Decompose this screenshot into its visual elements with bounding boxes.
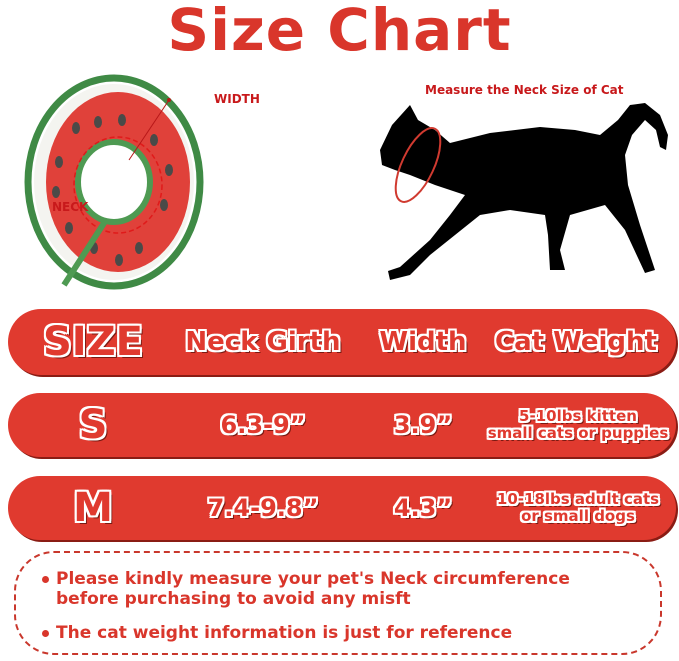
weight-cell: 5-10lbs kitten small cats or puppies [483,393,673,457]
watermelon-collar-image [24,74,204,290]
table-header-row: SIZE Neck Girth Width Cat Weight [8,309,676,375]
header-size: SIZE [42,319,144,365]
note-item: Please kindly measure your pet's Neck ci… [42,569,596,609]
weight-line-2: or small dogs [521,507,635,525]
weight-line-1: 10-18lbs adult cats [496,490,660,508]
header-neck-girth: Neck Girth [185,327,341,357]
neck-girth-cell: 6.3-9” [220,411,306,439]
table-row: M 7.4-9.8” 4.3” 10-18lbs adult cats or s… [8,476,676,540]
cat-diagram: Measure the Neck Size of Cat [370,75,675,295]
header-width: Width [379,327,467,357]
weight-line-1: 5-10lbs kitten [519,407,637,425]
note-text: The cat weight information is just for r… [56,623,513,643]
notes-box: Please kindly measure your pet's Neck ci… [14,551,662,655]
size-cell: M [73,485,113,531]
note-item: The cat weight information is just for r… [42,623,513,643]
width-cell: 4.3” [393,494,453,522]
header-cat-weight: Cat Weight [495,327,657,357]
neck-label: NECK [52,200,89,214]
weight-cell: 10-18lbs adult cats or small dogs [483,476,673,540]
neck-girth-cell: 7.4-9.8” [207,494,319,522]
collar-diagram: WIDTH NECK [14,70,260,295]
note-text: Please kindly measure your pet's Neck ci… [56,569,570,609]
table-row: S 6.3-9” 3.9” 5-10lbs kitten small cats … [8,393,676,457]
cat-silhouette-image [380,103,668,280]
width-cell: 3.9” [393,411,453,439]
weight-line-2: small cats or puppies [487,424,669,442]
page-title: Size Chart [167,0,512,64]
bullet-icon [42,630,49,637]
width-label: WIDTH [214,92,260,106]
cat-diagram-caption: Measure the Neck Size of Cat [425,83,624,97]
bullet-icon [42,576,49,583]
size-cell: S [78,402,108,448]
